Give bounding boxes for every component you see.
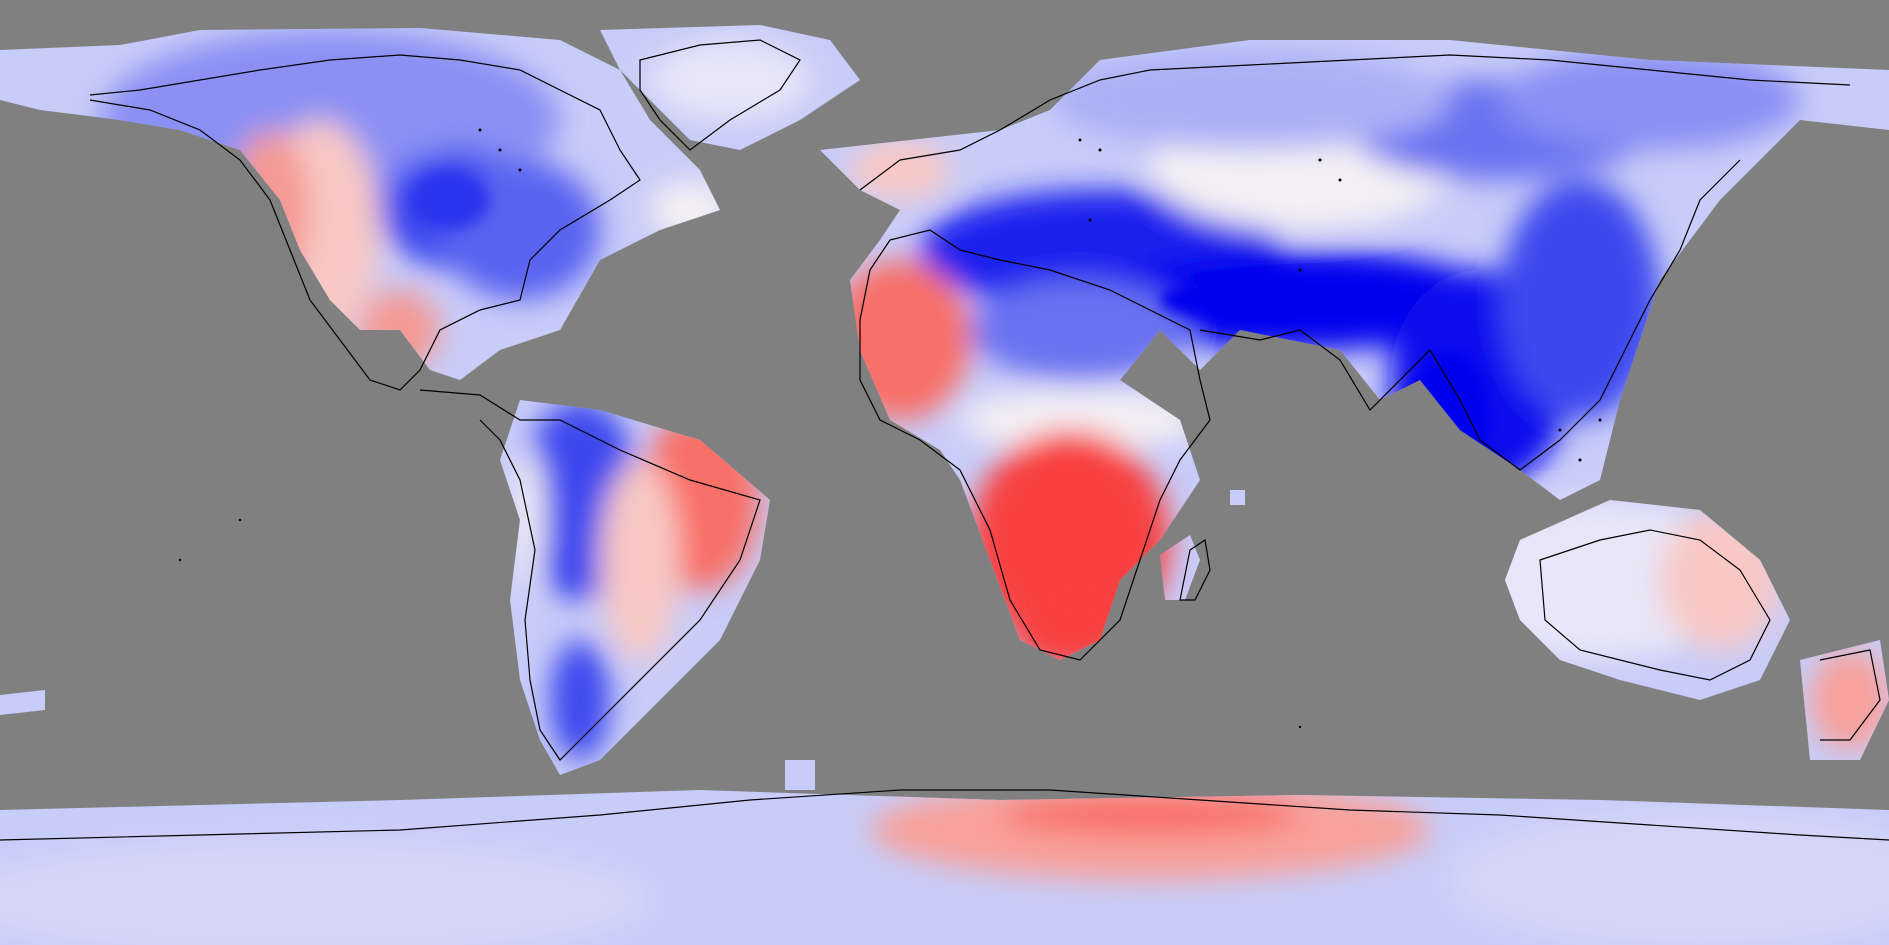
coastline-detail-dots (178, 128, 1602, 729)
coastlines (0, 39, 1889, 841)
